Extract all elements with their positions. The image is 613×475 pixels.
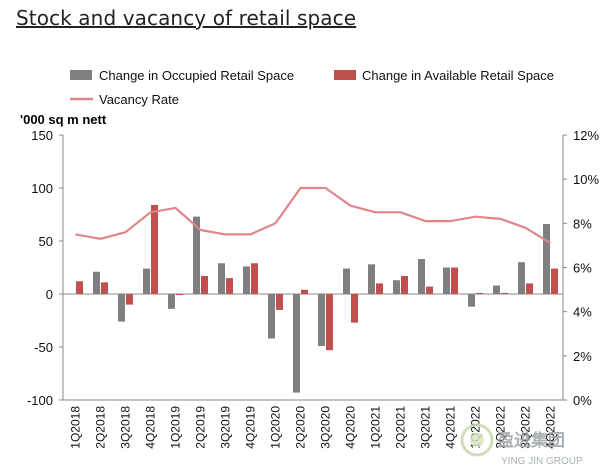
occupied-bar [368,264,375,294]
x-tick-label: 4Q2018 [144,406,158,449]
watermark-logo-inner-icon [470,433,484,447]
available-bar [276,294,283,310]
y-left-tick-label: -100 [27,393,53,408]
x-tick-label: 3Q2019 [219,406,233,449]
available-bar [376,283,383,294]
x-tick-label: 2Q2020 [294,406,308,449]
occupied-bar [168,294,175,309]
x-tick-label: 2Q2018 [94,406,108,449]
chart-legend: Change in Occupied Retail Space Change in… [70,68,554,107]
occupied-bar [493,285,500,294]
y-right-tick-label: 8% [573,216,592,231]
available-bar [426,286,433,294]
vacancy-rate-line [75,186,552,245]
available-bar [251,263,258,294]
available-bar [551,268,558,294]
y-left-tick-label: 50 [39,234,53,249]
available-bar [201,275,208,294]
available-bar [351,294,358,323]
x-tick-label: 4Q2022 [544,406,558,449]
occupied-bar [543,224,550,294]
x-tick-label: 3Q2018 [119,406,133,449]
y-left-tick-label: 150 [31,128,53,143]
chart-axes: -100 -50 0 50 100 150 0% 2% 4% 6% 8% 10% 12% [27,128,599,408]
chart-bars [76,204,558,393]
y-left-tick-label: 100 [31,181,53,196]
x-tick-label: 3Q2022 [519,406,533,449]
available-bar [451,267,458,294]
occupied-bar [143,268,150,294]
occupied-bar [393,280,400,294]
occupied-bar [518,262,525,294]
y-right-tick-label: 4% [573,305,592,320]
x-tick-label: 1Q2019 [169,406,183,449]
available-bar [151,204,158,294]
occupied-bar [193,216,200,294]
available-bar [76,281,83,294]
available-bar [476,292,483,294]
occupied-bar [443,267,450,294]
legend-label-vacancy: Vacancy Rate [99,92,179,107]
y-left-tick-label: 0 [46,287,53,302]
available-bar [526,283,533,294]
legend-label-available: Change in Available Retail Space [362,68,554,83]
y-right-tick-label: 12% [573,128,599,143]
legend-swatch-available [334,70,356,80]
occupied-bar [243,266,250,294]
x-tick-label: 4Q2021 [444,406,458,449]
x-tick-label: 1Q2021 [369,406,383,449]
x-tick-labels: 1Q2018 2Q2018 3Q2018 4Q2018 1Q2019 2Q2019 3Q20… [69,406,558,449]
x-tick-label: 3Q2020 [319,406,333,449]
available-bar [401,275,408,294]
occupied-bar [93,271,100,294]
x-tick-label: 2Q2022 [494,406,508,449]
occupied-bar [343,268,350,294]
y-right-tick-label: 2% [573,349,592,364]
x-tick-label: 1Q2020 [269,406,283,449]
available-bar [226,278,233,294]
y-right-tick-label: 10% [573,172,599,187]
legend-swatch-occupied [70,70,92,80]
y-left-tick-label: -50 [34,340,53,355]
watermark-logo-icon [460,423,494,457]
y-right-tick-label: 6% [573,261,592,276]
available-bar [126,294,133,305]
y-unit-label: '000 sq m nett [20,112,107,127]
occupied-bar [218,263,225,294]
x-tick-label: 1Q2018 [69,406,83,449]
watermark-en: YING JIN GROUP [501,456,583,467]
occupied-bar [468,294,475,307]
occupied-bar [293,294,300,393]
occupied-bar [268,294,275,339]
watermark: 盈进集团 YING JIN GROUP [460,423,583,467]
page-title: Stock and vacancy of retail space [16,6,357,30]
available-bar [301,289,308,294]
x-tick-label: 3Q2021 [419,406,433,449]
legend-label-occupied: Change in Occupied Retail Space [99,68,294,83]
available-bar [101,282,108,294]
available-bar [501,292,508,294]
x-tick-label: 2Q2021 [394,406,408,449]
occupied-bar [118,294,125,322]
available-bar [326,294,333,351]
occupied-bar [418,259,425,294]
occupied-bar [318,294,325,346]
y-right-tick-label: 0% [573,393,592,408]
x-tick-label: 2Q2019 [194,406,208,449]
vacancy-rate-polyline [75,186,552,245]
watermark-cn: 盈进集团 [496,430,565,450]
available-bar [176,294,183,296]
x-tick-label: 4Q2020 [344,406,358,449]
x-tick-label: 4Q2019 [244,406,258,449]
